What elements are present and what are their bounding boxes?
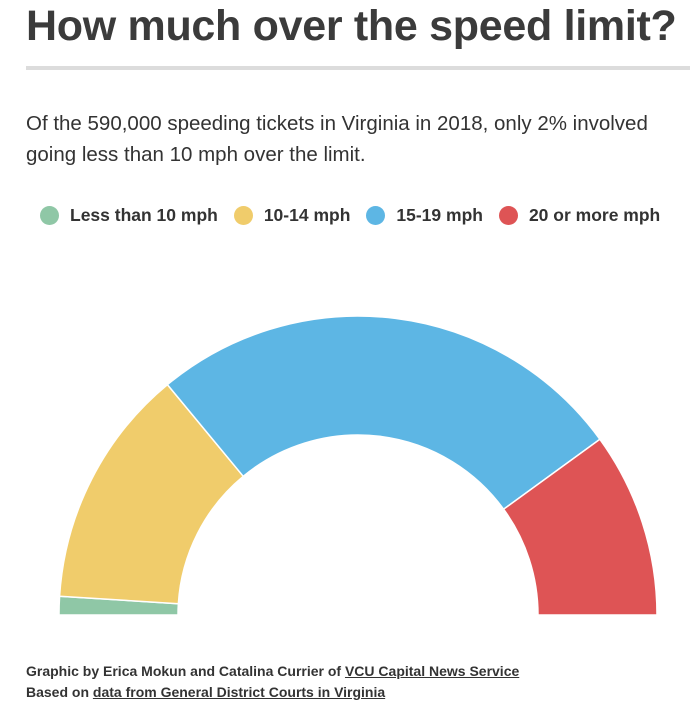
credits-source-text: Based on — [26, 684, 93, 700]
chart-title: How much over the speed limit? — [26, 2, 677, 50]
credits-line-graphic: Graphic by Erica Mokun and Catalina Curr… — [26, 661, 519, 682]
data-source-link[interactable]: data from General District Courts in Vir… — [92, 684, 386, 700]
legend-item-20-or-more: 20 or more mph — [498, 204, 661, 226]
legend-swatch — [498, 205, 518, 225]
vcu-capital-news-service-link[interactable]: VCU Capital News Service — [344, 663, 520, 679]
legend-label: 20 or more mph — [528, 204, 661, 225]
arc-segment-4 — [502, 438, 658, 616]
legend-swatch — [233, 205, 253, 225]
arc-segment-3 — [166, 315, 601, 510]
legend-item-less-than-10: Less than 10 mph — [40, 205, 218, 226]
legend-swatch — [40, 205, 59, 225]
credits: Graphic by Erica Mokun and Catalina Curr… — [26, 661, 519, 703]
legend-label: 15-19 mph — [396, 204, 483, 225]
legend: Less than 10 mph 10-14 mph 15-19 mph 20 … — [40, 203, 660, 227]
legend-item-10-14: 10-14 mph — [233, 204, 351, 226]
chart-subtitle: Of the 590,000 speeding tickets in Virgi… — [26, 112, 648, 166]
half-donut-chart — [58, 315, 658, 616]
credits-graphic-text: Graphic by Erica Mokun and Catalina Curr… — [26, 663, 345, 679]
legend-item-15-19: 15-19 mph — [366, 205, 483, 226]
title-divider — [26, 66, 690, 70]
credits-line-source: Based on data from General District Cour… — [26, 682, 519, 703]
legend-label: Less than 10 mph — [70, 204, 218, 225]
legend-label: 10-14 mph — [263, 204, 351, 225]
legend-swatch — [366, 205, 386, 225]
